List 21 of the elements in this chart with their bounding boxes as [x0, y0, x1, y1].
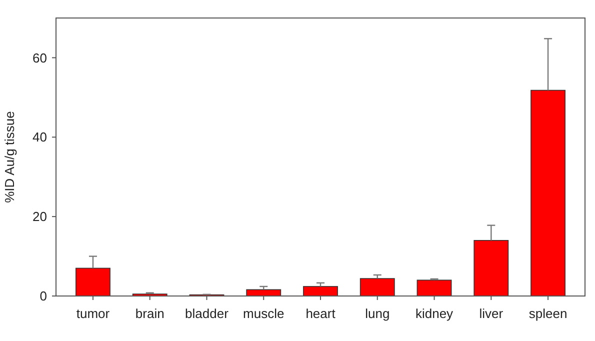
x-tick-label: kidney: [415, 306, 454, 321]
bar: [76, 268, 110, 296]
x-tick-label: brain: [135, 306, 164, 321]
bar: [303, 286, 338, 296]
x-tick-label: heart: [306, 306, 336, 321]
x-tick-label: bladder: [185, 306, 230, 321]
bar: [474, 240, 509, 296]
x-tick-label: lung: [365, 306, 390, 321]
x-tick-label: muscle: [243, 306, 284, 321]
y-tick-label: 40: [32, 130, 47, 145]
x-tick-label: spleen: [528, 306, 568, 321]
y-tick-label: 0: [40, 288, 47, 304]
bar: [416, 280, 452, 296]
x-tick-label: tumor: [76, 306, 110, 321]
bar: [530, 90, 566, 296]
x-tick-label: liver: [479, 306, 504, 321]
y-tick-label: 60: [32, 50, 47, 66]
bar: [360, 278, 395, 296]
bar: [246, 289, 282, 296]
y-tick-label: 20: [32, 209, 47, 224]
y-axis-title: %ID Au/g tissue: [2, 111, 17, 203]
